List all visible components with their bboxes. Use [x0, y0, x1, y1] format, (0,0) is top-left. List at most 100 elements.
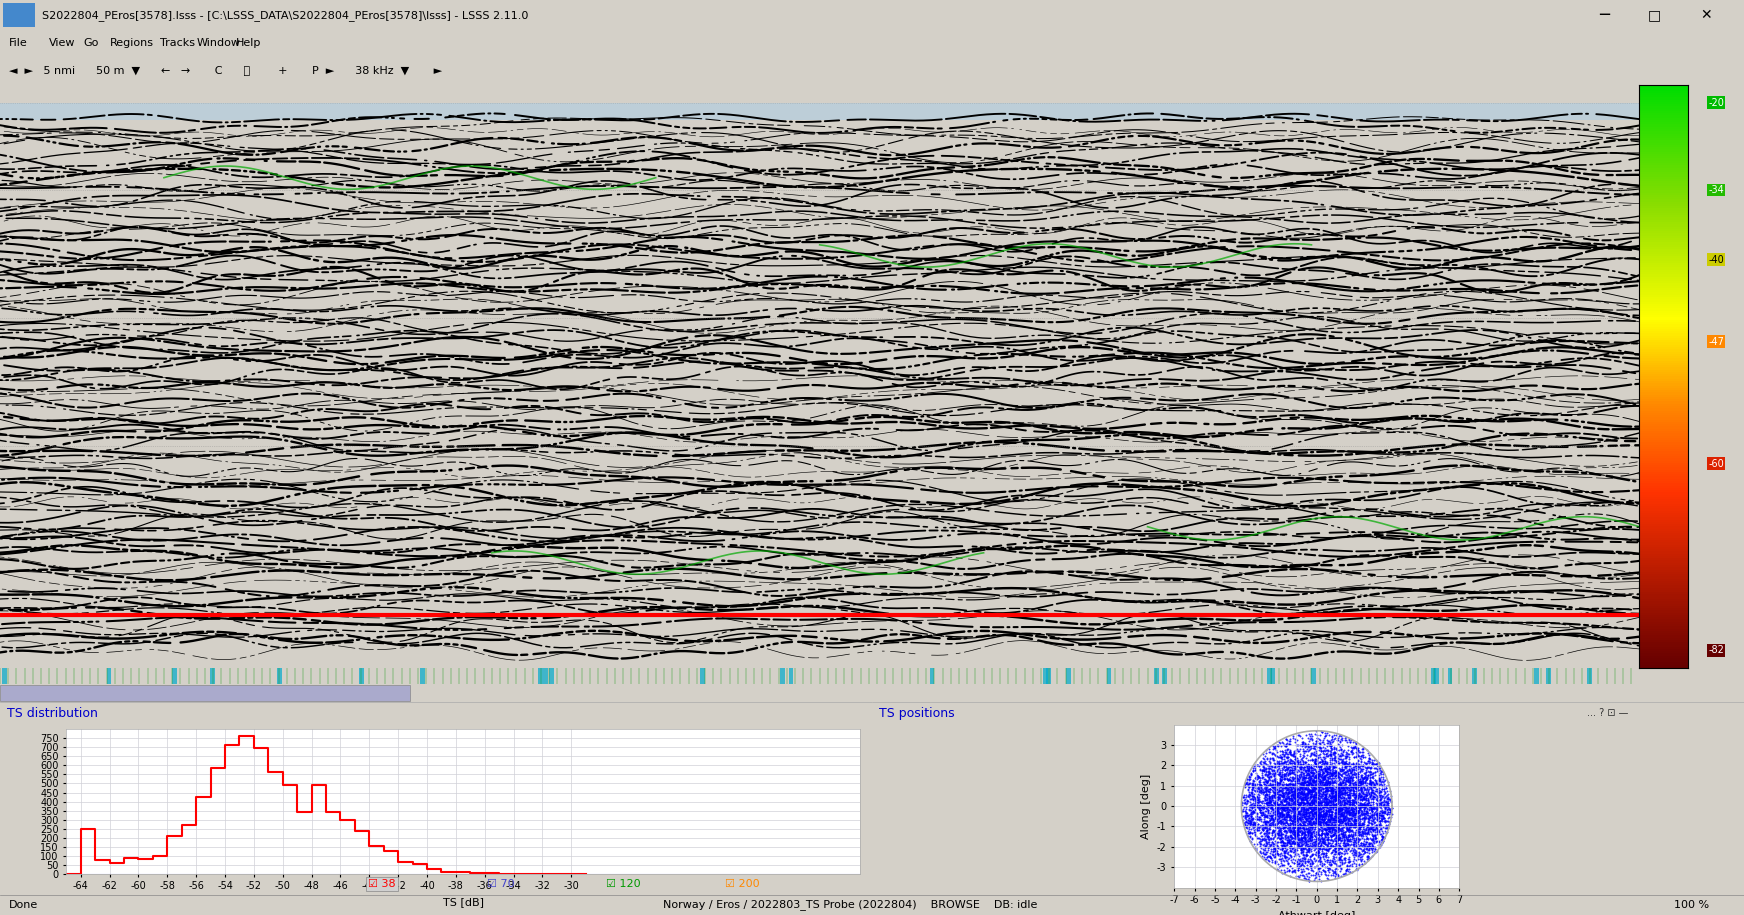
Point — [1366, 800, 1393, 814]
Point — [1331, 851, 1359, 866]
Point — [1357, 800, 1385, 814]
Point — [1278, 860, 1306, 875]
Point — [1306, 775, 1334, 790]
Point — [1247, 848, 1275, 863]
Point — [1289, 817, 1317, 832]
Point — [1360, 788, 1388, 802]
Point — [1348, 797, 1376, 812]
Point — [1271, 755, 1299, 770]
Point — [1313, 801, 1341, 815]
Point — [1250, 791, 1278, 806]
Point — [1301, 763, 1329, 778]
Point — [1305, 798, 1332, 813]
Point — [1360, 815, 1388, 830]
Point — [1359, 795, 1386, 810]
Point — [1284, 868, 1311, 883]
Point — [1264, 791, 1292, 805]
Point — [1310, 852, 1338, 867]
Point — [1252, 802, 1280, 816]
Point — [1334, 820, 1362, 834]
Point — [1280, 784, 1308, 799]
Point — [1324, 803, 1352, 818]
Point — [1360, 778, 1388, 792]
Point — [1320, 825, 1348, 840]
Point — [1294, 774, 1322, 789]
Point — [1278, 831, 1306, 845]
Point — [1301, 789, 1329, 803]
Point — [1271, 793, 1299, 808]
Point — [1332, 836, 1360, 851]
Point — [1261, 804, 1289, 819]
Point — [1278, 841, 1306, 856]
Point — [1324, 813, 1352, 827]
Point — [1327, 789, 1355, 803]
Point — [1339, 808, 1367, 823]
Point — [1266, 775, 1294, 790]
Point — [1364, 776, 1392, 791]
Point — [1308, 759, 1336, 773]
Point — [1306, 755, 1334, 770]
Point — [1284, 802, 1311, 816]
Point — [1296, 790, 1324, 804]
Point — [1352, 834, 1380, 849]
Point — [1350, 820, 1378, 834]
Point — [1303, 804, 1331, 819]
Point — [1315, 820, 1343, 834]
Point — [1296, 817, 1324, 832]
Point — [1247, 810, 1275, 824]
Point — [1233, 792, 1261, 807]
Point — [1277, 766, 1305, 780]
Point — [1280, 811, 1308, 825]
Point — [1263, 799, 1291, 813]
Point — [1331, 828, 1359, 843]
Point — [1305, 781, 1332, 796]
Point — [1360, 809, 1388, 824]
Point — [1271, 791, 1299, 806]
Point — [1339, 763, 1367, 778]
Point — [1282, 782, 1310, 797]
Point — [1341, 775, 1369, 790]
Point — [1350, 787, 1378, 802]
Point — [1346, 773, 1374, 788]
Point — [1332, 835, 1360, 850]
Point — [1352, 797, 1380, 812]
Point — [1270, 789, 1298, 803]
Point — [1299, 846, 1327, 861]
Point — [1367, 832, 1395, 846]
Point — [1301, 816, 1329, 831]
Point — [1327, 763, 1355, 778]
Point — [1282, 813, 1310, 828]
Point — [1249, 822, 1277, 836]
Point — [1339, 807, 1367, 822]
Point — [1296, 815, 1324, 830]
Point — [1360, 824, 1388, 839]
Point — [1263, 785, 1291, 800]
Point — [1331, 835, 1359, 850]
Point — [1277, 781, 1305, 796]
Point — [1374, 799, 1402, 813]
Point — [1374, 807, 1402, 822]
Point — [1282, 768, 1310, 782]
Point — [1350, 834, 1378, 848]
Point — [1296, 831, 1324, 845]
Point — [1261, 810, 1289, 824]
Point — [1336, 770, 1364, 784]
Point — [1287, 831, 1315, 845]
Point — [1292, 845, 1320, 859]
Point — [1261, 844, 1289, 858]
Point — [1320, 818, 1348, 833]
Point — [1287, 825, 1315, 840]
Point — [1242, 809, 1270, 824]
Point — [1249, 806, 1277, 821]
Point — [1292, 764, 1320, 779]
Point — [1331, 813, 1359, 828]
Point — [1336, 865, 1364, 879]
Point — [1292, 802, 1320, 817]
Point — [1327, 860, 1355, 875]
Point — [1268, 838, 1296, 853]
Point — [1268, 802, 1296, 816]
Point — [1324, 867, 1352, 881]
Point — [1325, 830, 1353, 845]
Point — [1353, 820, 1381, 834]
Point — [1257, 831, 1285, 845]
